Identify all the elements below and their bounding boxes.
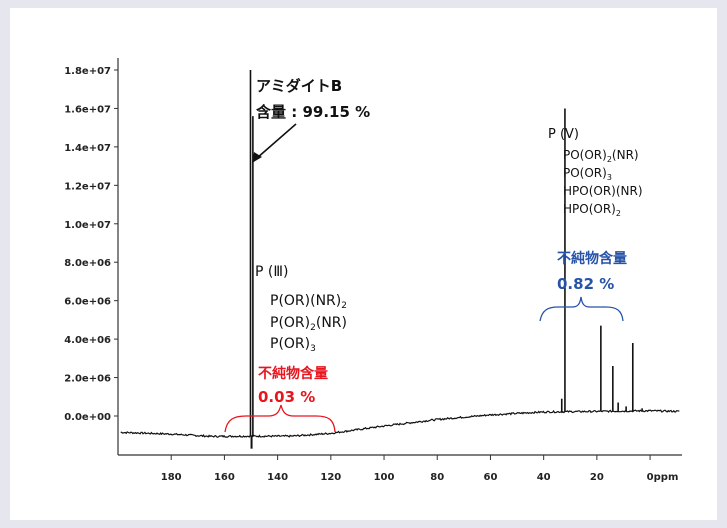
p3-brace — [224, 404, 336, 433]
y-tick-label: 1.4e+07 — [64, 143, 111, 154]
x-axis-label: ppm — [654, 472, 679, 483]
y-tick-label: 1.0e+07 — [64, 220, 111, 231]
p3-species-2: P(OR)2(NR) — [270, 315, 347, 333]
x-tick-label: 0 — [647, 472, 654, 483]
content-label: 含量 : 99.15 % — [256, 103, 370, 121]
p5-impurity-label: 不純物含量 — [557, 250, 627, 267]
y-tick-label: 4.0e+06 — [64, 335, 111, 346]
p5-brace — [539, 296, 624, 322]
p3-species-1: P(OR)(NR)2 — [270, 293, 347, 311]
peaks — [249, 70, 643, 449]
x-tick-label: 100 — [374, 472, 395, 483]
x-tick-label: 40 — [537, 472, 551, 483]
x-tick-label: 140 — [267, 472, 288, 483]
y-tick-label: 0.0e+00 — [64, 412, 111, 423]
p3-heading: P (Ⅲ) — [255, 264, 288, 280]
amidite-name: アミダイトB — [256, 77, 342, 95]
p3-impurity-value: 0.03 % — [258, 388, 315, 406]
x-tick-label: 120 — [320, 472, 341, 483]
y-ticks: 0.0e+00 2.0e+06 4.0e+06 6.0e+06 8.0e+06 1.0e+… — [64, 66, 118, 423]
p5-impurity-value: 0.82 % — [557, 275, 614, 293]
y-tick-label: 8.0e+06 — [64, 258, 111, 269]
x-tick-label: 20 — [590, 472, 604, 483]
x-tick-label: 60 — [483, 472, 497, 483]
p3-species-3: P(OR)3 — [270, 336, 316, 354]
p5-heading: P (V) — [548, 127, 579, 142]
chart-panel — [10, 8, 717, 520]
y-tick-label: 1.8e+07 — [64, 66, 111, 77]
y-tick-label: 6.0e+06 — [64, 297, 111, 308]
p5-species-2: PO(OR)3 — [563, 166, 612, 182]
y-tick-label: 1.6e+07 — [64, 104, 111, 115]
arrow-head — [252, 152, 262, 163]
annotation-arrow — [256, 123, 297, 159]
x-tick-label: 80 — [430, 472, 444, 483]
p5-species-3: HPO(OR)(NR) — [563, 184, 643, 198]
y-tick-label: 1.2e+07 — [64, 181, 111, 192]
spectrum-line — [120, 409, 680, 438]
x-tick-label: 180 — [161, 472, 182, 483]
x-tick-label: 160 — [214, 472, 235, 483]
p5-species-1: PO(OR)2(NR) — [563, 148, 639, 164]
y-tick-label: 2.0e+06 — [64, 374, 111, 385]
p3-impurity-label: 不純物含量 — [258, 365, 328, 382]
p5-species-4: HPO(OR)2 — [563, 202, 621, 218]
x-ticks: 180 160 140 120 100 80 60 40 20 0 — [161, 455, 654, 483]
